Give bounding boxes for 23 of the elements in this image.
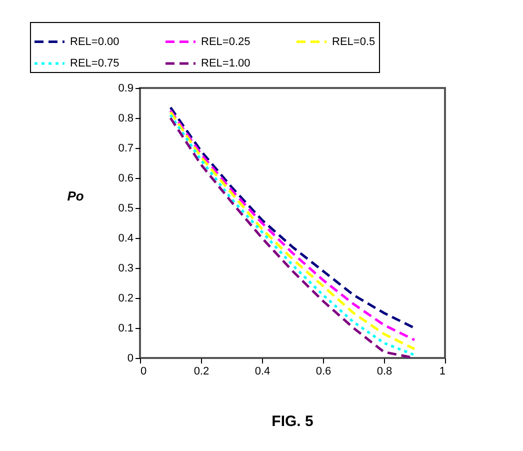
y-tick-label: 0.1 xyxy=(118,322,134,334)
y-tick-label: 0.9 xyxy=(118,82,134,94)
legend-label: REL=0.25 xyxy=(201,36,250,48)
legend-label: REL=0.00 xyxy=(70,36,120,48)
x-tick-label: 0.4 xyxy=(254,366,270,378)
x-tick-label: 0.8 xyxy=(376,366,392,378)
legend-label: REL=0.5 xyxy=(332,36,376,48)
x-tick-label: 0.6 xyxy=(316,366,332,378)
y-tick-label: 0 xyxy=(127,352,134,364)
x-tick-label: 1 xyxy=(439,366,446,378)
y-tick-label: 0.4 xyxy=(118,232,134,244)
y-tick-label: 0.2 xyxy=(118,292,134,304)
y-tick-label: 0.7 xyxy=(118,142,134,154)
y-tick-label: 0.8 xyxy=(118,112,134,124)
legend-label: REL=0.75 xyxy=(70,58,120,70)
y-axis-title: Po xyxy=(67,188,84,204)
y-tick-label: 0.6 xyxy=(118,172,134,184)
y-tick-label: 0.5 xyxy=(118,202,134,214)
text: FIG. 5 xyxy=(272,413,314,430)
y-tick-label: 0.3 xyxy=(118,262,134,274)
x-tick-label: 0 xyxy=(140,366,147,378)
x-tick-label: 0.2 xyxy=(194,366,210,378)
legend-label: REL=1.00 xyxy=(201,58,250,70)
